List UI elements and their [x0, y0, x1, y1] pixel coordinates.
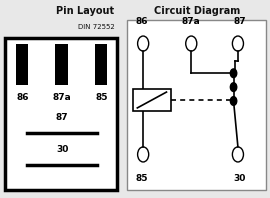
Text: 86: 86	[16, 93, 29, 102]
Text: DIN 72552: DIN 72552	[77, 24, 114, 30]
Text: 86: 86	[136, 17, 148, 26]
Text: Circuit Diagram: Circuit Diagram	[154, 6, 240, 16]
Circle shape	[230, 97, 237, 105]
Text: 30: 30	[56, 145, 68, 153]
Bar	[55, 44, 68, 85]
Circle shape	[230, 69, 237, 78]
Text: 87: 87	[233, 17, 246, 26]
Text: Pin Layout: Pin Layout	[56, 6, 114, 16]
Bar	[5, 38, 117, 190]
Bar	[95, 44, 107, 85]
Bar	[16, 44, 28, 85]
Text: 85: 85	[136, 174, 148, 183]
Bar	[133, 89, 171, 111]
Circle shape	[230, 83, 237, 91]
Text: 85: 85	[96, 93, 108, 102]
Text: 87: 87	[56, 113, 68, 122]
Text: 30: 30	[233, 174, 246, 183]
Text: 87a: 87a	[182, 17, 201, 26]
Bar	[127, 20, 266, 190]
Text: 87a: 87a	[53, 93, 72, 102]
